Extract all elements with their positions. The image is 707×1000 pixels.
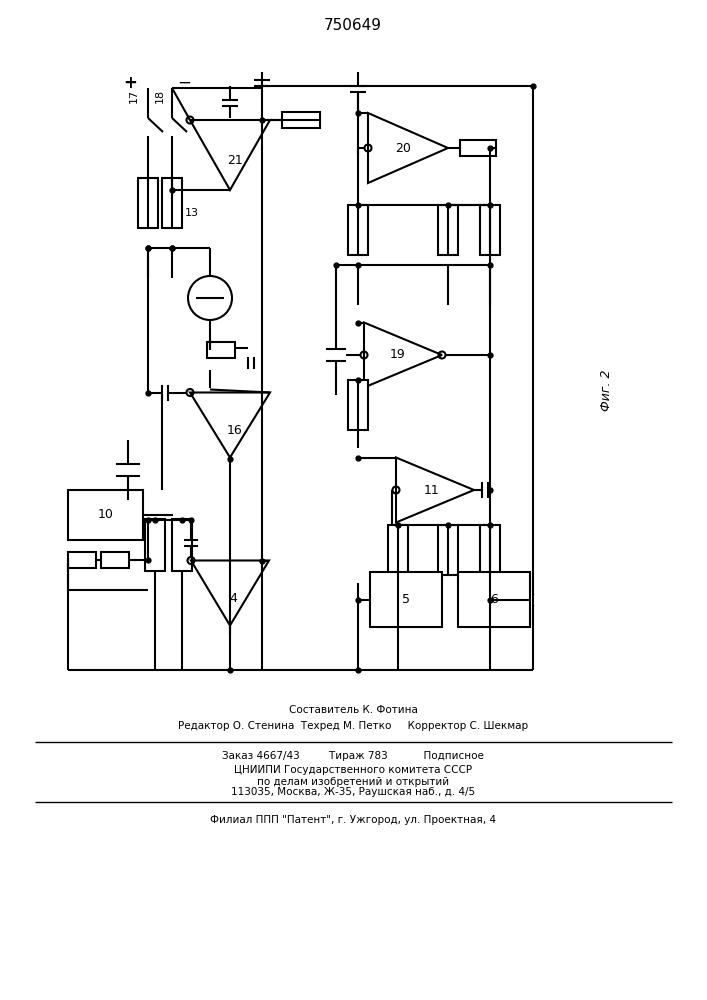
Bar bbox=[480, 205, 500, 255]
Bar bbox=[480, 525, 500, 575]
Text: Филиал ППП "Патент", г. Ужгород, ул. Проектная, 4: Филиал ППП "Патент", г. Ужгород, ул. Про… bbox=[210, 815, 496, 825]
Bar bbox=[162, 178, 182, 228]
Text: 20: 20 bbox=[395, 141, 411, 154]
Text: 6: 6 bbox=[490, 593, 498, 606]
Text: Фиг. 2: Фиг. 2 bbox=[600, 369, 613, 411]
Text: Заказ 4667/43         Тираж 783           Подписное: Заказ 4667/43 Тираж 783 Подписное bbox=[222, 751, 484, 761]
Bar bbox=[68, 490, 143, 540]
Bar bbox=[207, 342, 235, 358]
Bar bbox=[172, 519, 192, 571]
Text: ЦНИИПИ Государственного комитета СССР: ЦНИИПИ Государственного комитета СССР bbox=[234, 765, 472, 775]
Bar bbox=[370, 572, 442, 627]
Bar bbox=[348, 205, 368, 255]
Text: 17: 17 bbox=[129, 89, 139, 103]
Text: Составитель К. Фотина: Составитель К. Фотина bbox=[288, 705, 417, 715]
Text: 21: 21 bbox=[227, 153, 243, 166]
Bar bbox=[460, 140, 496, 156]
Text: 5: 5 bbox=[402, 593, 410, 606]
Text: 13: 13 bbox=[185, 208, 199, 218]
Text: 10: 10 bbox=[98, 508, 113, 522]
Text: 19: 19 bbox=[390, 349, 406, 361]
Text: Редактор О. Стенина  Техред М. Петко     Корректор С. Шекмар: Редактор О. Стенина Техред М. Петко Корр… bbox=[178, 721, 528, 731]
Bar bbox=[438, 525, 458, 575]
Text: +: + bbox=[123, 74, 137, 92]
Text: 113035, Москва, Ж-35, Раушская наб., д. 4/5: 113035, Москва, Ж-35, Раушская наб., д. … bbox=[231, 787, 475, 797]
Bar bbox=[438, 205, 458, 255]
Text: 11: 11 bbox=[424, 484, 440, 496]
Text: 4: 4 bbox=[229, 591, 237, 604]
Text: −: − bbox=[177, 74, 191, 92]
Text: по делам изобретений и открытий: по делам изобретений и открытий bbox=[257, 777, 449, 787]
Text: 18: 18 bbox=[155, 89, 165, 103]
Bar bbox=[348, 380, 368, 430]
Text: 750649: 750649 bbox=[324, 17, 382, 32]
Bar bbox=[101, 552, 129, 568]
Bar bbox=[145, 519, 165, 571]
Bar bbox=[68, 552, 96, 568]
Bar bbox=[138, 178, 158, 228]
Bar bbox=[458, 572, 530, 627]
Text: 16: 16 bbox=[227, 424, 243, 436]
Bar bbox=[282, 112, 320, 128]
Bar bbox=[388, 525, 408, 575]
